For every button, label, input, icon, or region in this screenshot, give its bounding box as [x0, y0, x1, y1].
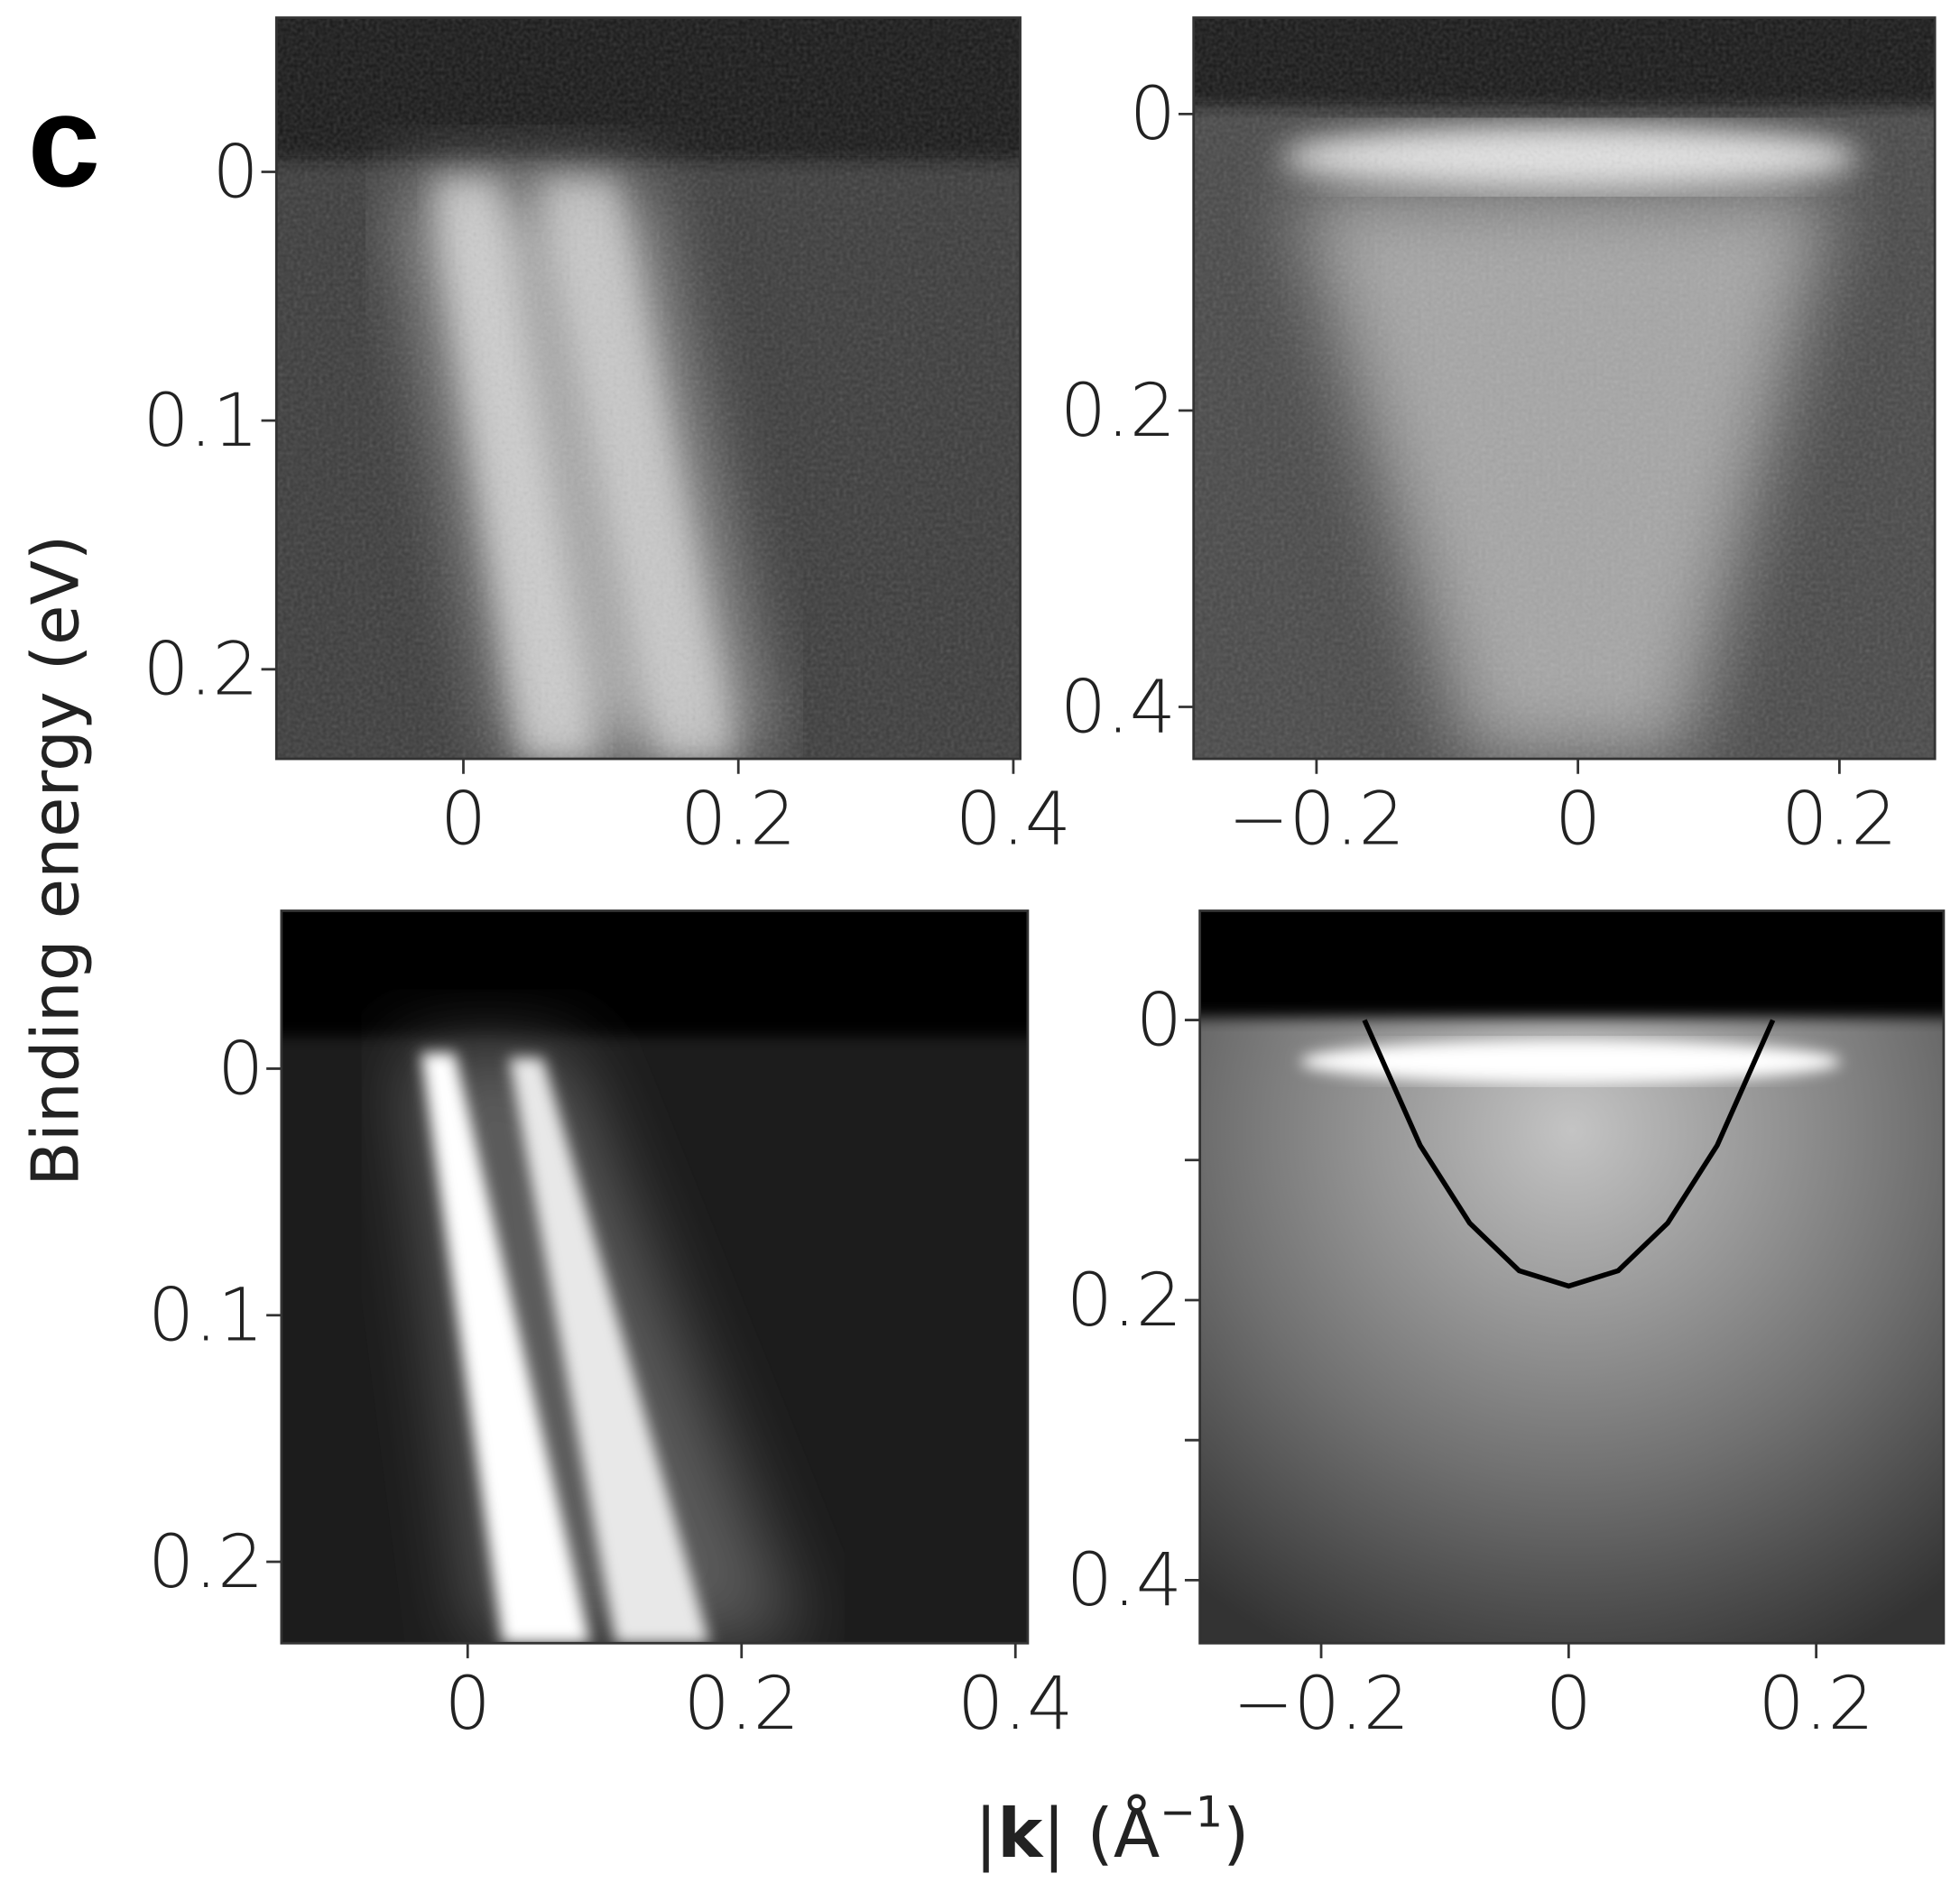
y-tick-label: 0.4	[1067, 1538, 1182, 1623]
y-tick-label: 0.2	[148, 1520, 263, 1605]
axes-frame	[274, 16, 1022, 761]
image-background	[1199, 910, 1944, 1644]
y-tick-label: 0.2	[1060, 369, 1176, 454]
y-tick-label: 0.1	[148, 1274, 263, 1359]
y-tick-label: 0.2	[1067, 1259, 1182, 1343]
y-tick-label: 0.1	[143, 379, 258, 464]
x-tick-label: 0.2	[1781, 778, 1897, 863]
x-label-part: −1	[1160, 1788, 1223, 1838]
y-tick-label: 0	[212, 130, 258, 215]
x-tick-label: 0.4	[956, 778, 1071, 863]
x-axis-label: |k| (Å−1)	[975, 1788, 1249, 1873]
x-label-part: | (Å	[1042, 1794, 1160, 1873]
y-axis-label: Binding energy (eV)	[18, 535, 94, 1186]
x-tick-label: 0	[445, 1662, 491, 1747]
image-background	[1193, 17, 1936, 760]
x-tick-label: 0	[440, 778, 486, 863]
panel-label: c	[28, 68, 101, 214]
y-tick-label: 0	[217, 1027, 263, 1112]
axes-frame	[1192, 16, 1937, 761]
image-background	[281, 910, 1028, 1644]
band-curve	[1362, 1019, 1776, 1289]
x-tick-label: 0	[1555, 778, 1601, 863]
x-tick-label: 0.2	[680, 778, 796, 863]
x-tick-label: −0.2	[1228, 778, 1405, 863]
x-label-part: )	[1223, 1794, 1249, 1873]
x-label-part: |	[975, 1794, 997, 1873]
x-label-part: k	[997, 1794, 1044, 1873]
x-tick-label: −0.2	[1233, 1662, 1410, 1747]
x-tick-label: 0.2	[1758, 1662, 1873, 1747]
axes-frame	[1198, 909, 1946, 1645]
y-tick-label: 0.4	[1060, 665, 1176, 750]
axes-frame	[280, 909, 1030, 1645]
x-tick-label: 0.2	[684, 1662, 800, 1747]
x-tick-label: 0.4	[957, 1662, 1073, 1747]
y-tick-label: 0	[1130, 72, 1176, 157]
x-tick-label: 0	[1546, 1662, 1592, 1747]
y-tick-label: 0	[1136, 978, 1182, 1063]
image-background	[276, 17, 1021, 760]
y-tick-label: 0.2	[143, 628, 258, 713]
